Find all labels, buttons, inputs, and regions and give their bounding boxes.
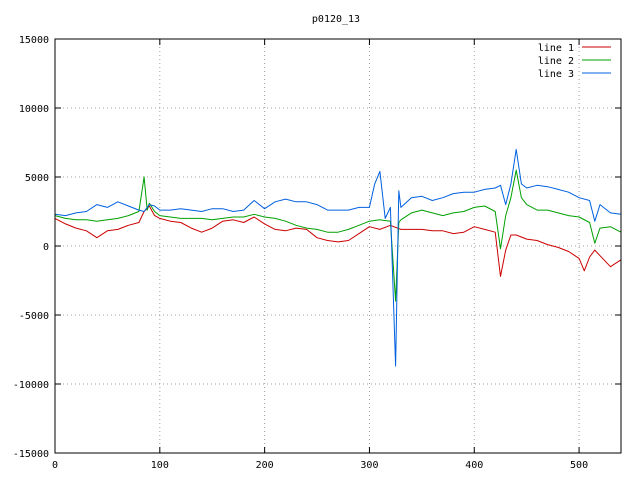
y-tick-label: -5000 [19,311,49,322]
legend-label: line 2 [538,56,574,67]
x-tick-label: 500 [570,460,588,471]
series-line-1 [54,205,622,277]
y-tick-label: -15000 [13,449,49,460]
x-tick-label: 200 [256,460,274,471]
series-lines [54,148,622,367]
legend-label: line 1 [538,43,574,54]
series-line-2 [54,169,622,302]
y-tick-label: 10000 [19,104,49,115]
x-tick-label: 100 [151,460,169,471]
legend: line 1 line 2 line 3 [538,43,611,80]
x-tick-label: 0 [52,460,58,471]
y-tick-label: 5000 [25,173,49,184]
x-tick-label: 300 [360,460,378,471]
y-tick-label: 0 [43,242,49,253]
axis-ticks: 0 100 200 300 400 500 -15000 -10000 -5000 0 5000 10… [13,35,621,471]
chart-title: p0120_13 [312,14,360,25]
y-tick-label: -10000 [13,380,49,391]
grid-lines [55,39,621,453]
x-tick-label: 400 [465,460,483,471]
series-line-3 [54,148,622,367]
y-tick-label: 15000 [19,35,49,46]
legend-label: line 3 [538,69,574,80]
